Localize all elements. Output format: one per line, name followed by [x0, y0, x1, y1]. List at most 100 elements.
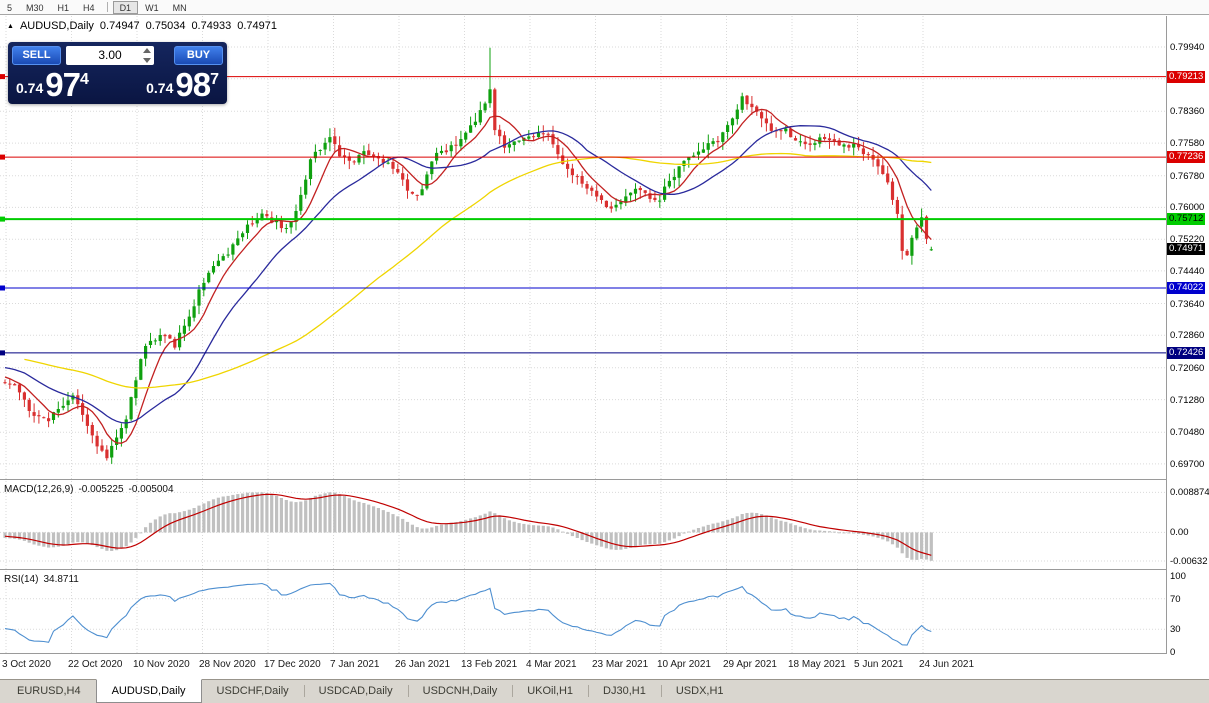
spin-down-icon[interactable]: [143, 58, 151, 63]
macd-bar: [430, 527, 434, 533]
macd-bar: [100, 532, 104, 549]
candle-body: [832, 139, 836, 142]
candle-body: [842, 144, 846, 147]
candle-body: [890, 181, 895, 200]
chart-tab-dj30-h1[interactable]: DJ30,H1: [588, 680, 661, 703]
buy-price[interactable]: 0.74 98 7: [146, 68, 219, 101]
macd-bar: [85, 532, 89, 544]
chart-tab-usdchf-daily[interactable]: USDCHF,Daily: [216, 685, 289, 697]
macd-bar: [192, 508, 196, 533]
macd-bar: [556, 529, 560, 533]
candle-body: [372, 154, 376, 156]
volume-input[interactable]: 3.00: [66, 46, 154, 65]
macd-bar: [231, 494, 235, 533]
rsi-indicator-label: RSI(14) 34.8711: [4, 574, 79, 585]
macd-bar: [871, 532, 875, 537]
date-label: 17 Dec 2020: [264, 659, 321, 670]
chart-tab-audusd-daily[interactable]: AUDUSD,Daily: [95, 679, 202, 703]
macd-signal-value: -0.005004: [128, 484, 174, 495]
macd-bar: [216, 497, 220, 533]
macd-bar: [677, 532, 681, 537]
macd-bar: [37, 532, 41, 546]
macd-bar: [435, 525, 439, 533]
buy-price-prefix: 0.74: [146, 80, 174, 96]
macd-bar: [672, 532, 676, 539]
macd-bar: [221, 496, 225, 533]
date-axis[interactable]: 3 Oct 2020 22 Oct 2020 10 Nov 2020 28 Nov 2…: [0, 655, 1166, 679]
sell-button[interactable]: SELL: [12, 46, 61, 65]
candle-body: [808, 143, 812, 145]
macd-bar: [372, 506, 376, 533]
period-button-d1[interactable]: D1: [112, 0, 139, 14]
price-tick-label: 0.69700: [1170, 459, 1205, 470]
period-button-mn[interactable]: MN: [172, 2, 187, 13]
candle-body: [144, 346, 148, 359]
date-label: 28 Nov 2020: [199, 659, 256, 670]
candle-body: [580, 176, 584, 184]
macd-bar: [498, 515, 502, 533]
chart-tab-eurusd-h4[interactable]: EURUSD,H4: [17, 685, 81, 697]
macd-bar: [3, 532, 7, 538]
macd-bar: [22, 532, 26, 541]
macd-bar: [624, 532, 628, 549]
period-button-5[interactable]: 5: [7, 2, 13, 13]
macd-bar: [740, 514, 744, 533]
macd-bar: [915, 532, 919, 560]
candle-body: [624, 196, 628, 203]
macd-bar: [391, 514, 395, 533]
candle-body: [920, 217, 924, 227]
date-label: 7 Jan 2021: [330, 659, 380, 670]
spin-up-icon[interactable]: [143, 48, 151, 53]
macd-bar: [134, 532, 138, 538]
macd-bar: [750, 512, 754, 533]
chart-tab-usdx-h1[interactable]: USDX,H1: [660, 680, 739, 703]
hline-left-marker: [0, 74, 5, 80]
candle-body: [449, 145, 453, 152]
candle-body: [56, 409, 60, 413]
macd-bar: [464, 519, 468, 533]
buy-button[interactable]: BUY: [174, 46, 223, 65]
period-button-h1[interactable]: H1: [57, 2, 70, 13]
chart-tab-usdcad-daily[interactable]: USDCAD,Daily: [303, 680, 408, 703]
candle-body: [250, 223, 254, 225]
macd-bar: [42, 532, 46, 547]
volume-spinner[interactable]: [143, 48, 152, 63]
candle-body: [284, 228, 288, 229]
candle-body: [42, 417, 46, 419]
price-tick-label: 0.76000: [1170, 202, 1205, 213]
macd-bar: [580, 532, 584, 541]
candle-body: [381, 158, 385, 163]
period-button-m30[interactable]: M30: [26, 2, 44, 13]
sell-price[interactable]: 0.74 97 4: [16, 68, 89, 101]
rsi-tick-label: 0: [1170, 647, 1176, 658]
hline-badge-0.74022: 0.74022: [1167, 282, 1206, 294]
macd-bar: [910, 532, 914, 560]
chart-tab-usdcnh-daily[interactable]: USDCNH,Daily: [407, 680, 513, 703]
macd-bar: [294, 502, 298, 533]
date-label: 23 Mar 2021: [592, 659, 649, 670]
macd-bar: [590, 532, 594, 544]
period-button-w1[interactable]: W1: [145, 2, 159, 13]
macd-bar: [832, 531, 836, 533]
macd-bar: [95, 532, 99, 548]
indicator-lines: [4, 493, 932, 646]
candle-body: [47, 418, 51, 422]
macd-signal-line: [4, 493, 932, 556]
chart-tab-ukoil-h1[interactable]: UKOil,H1: [512, 680, 588, 703]
candle-body: [473, 121, 477, 125]
macd-bar: [444, 523, 448, 533]
macd-bar: [502, 518, 507, 533]
candle-body: [546, 133, 550, 135]
candle-body: [27, 399, 31, 411]
price-axis[interactable]: 0.79940 0.78360 0.77580 0.76780 0.76000 0.752…: [1167, 0, 1209, 679]
date-label: 24 Jun 2021: [919, 659, 975, 670]
macd-bar: [842, 532, 846, 534]
period-button-h4[interactable]: H4: [83, 2, 95, 13]
candle-body: [110, 445, 114, 458]
candle-body: [483, 103, 487, 111]
macd-bar: [769, 517, 773, 533]
macd-bar: [784, 521, 788, 533]
candle-body: [502, 135, 507, 148]
